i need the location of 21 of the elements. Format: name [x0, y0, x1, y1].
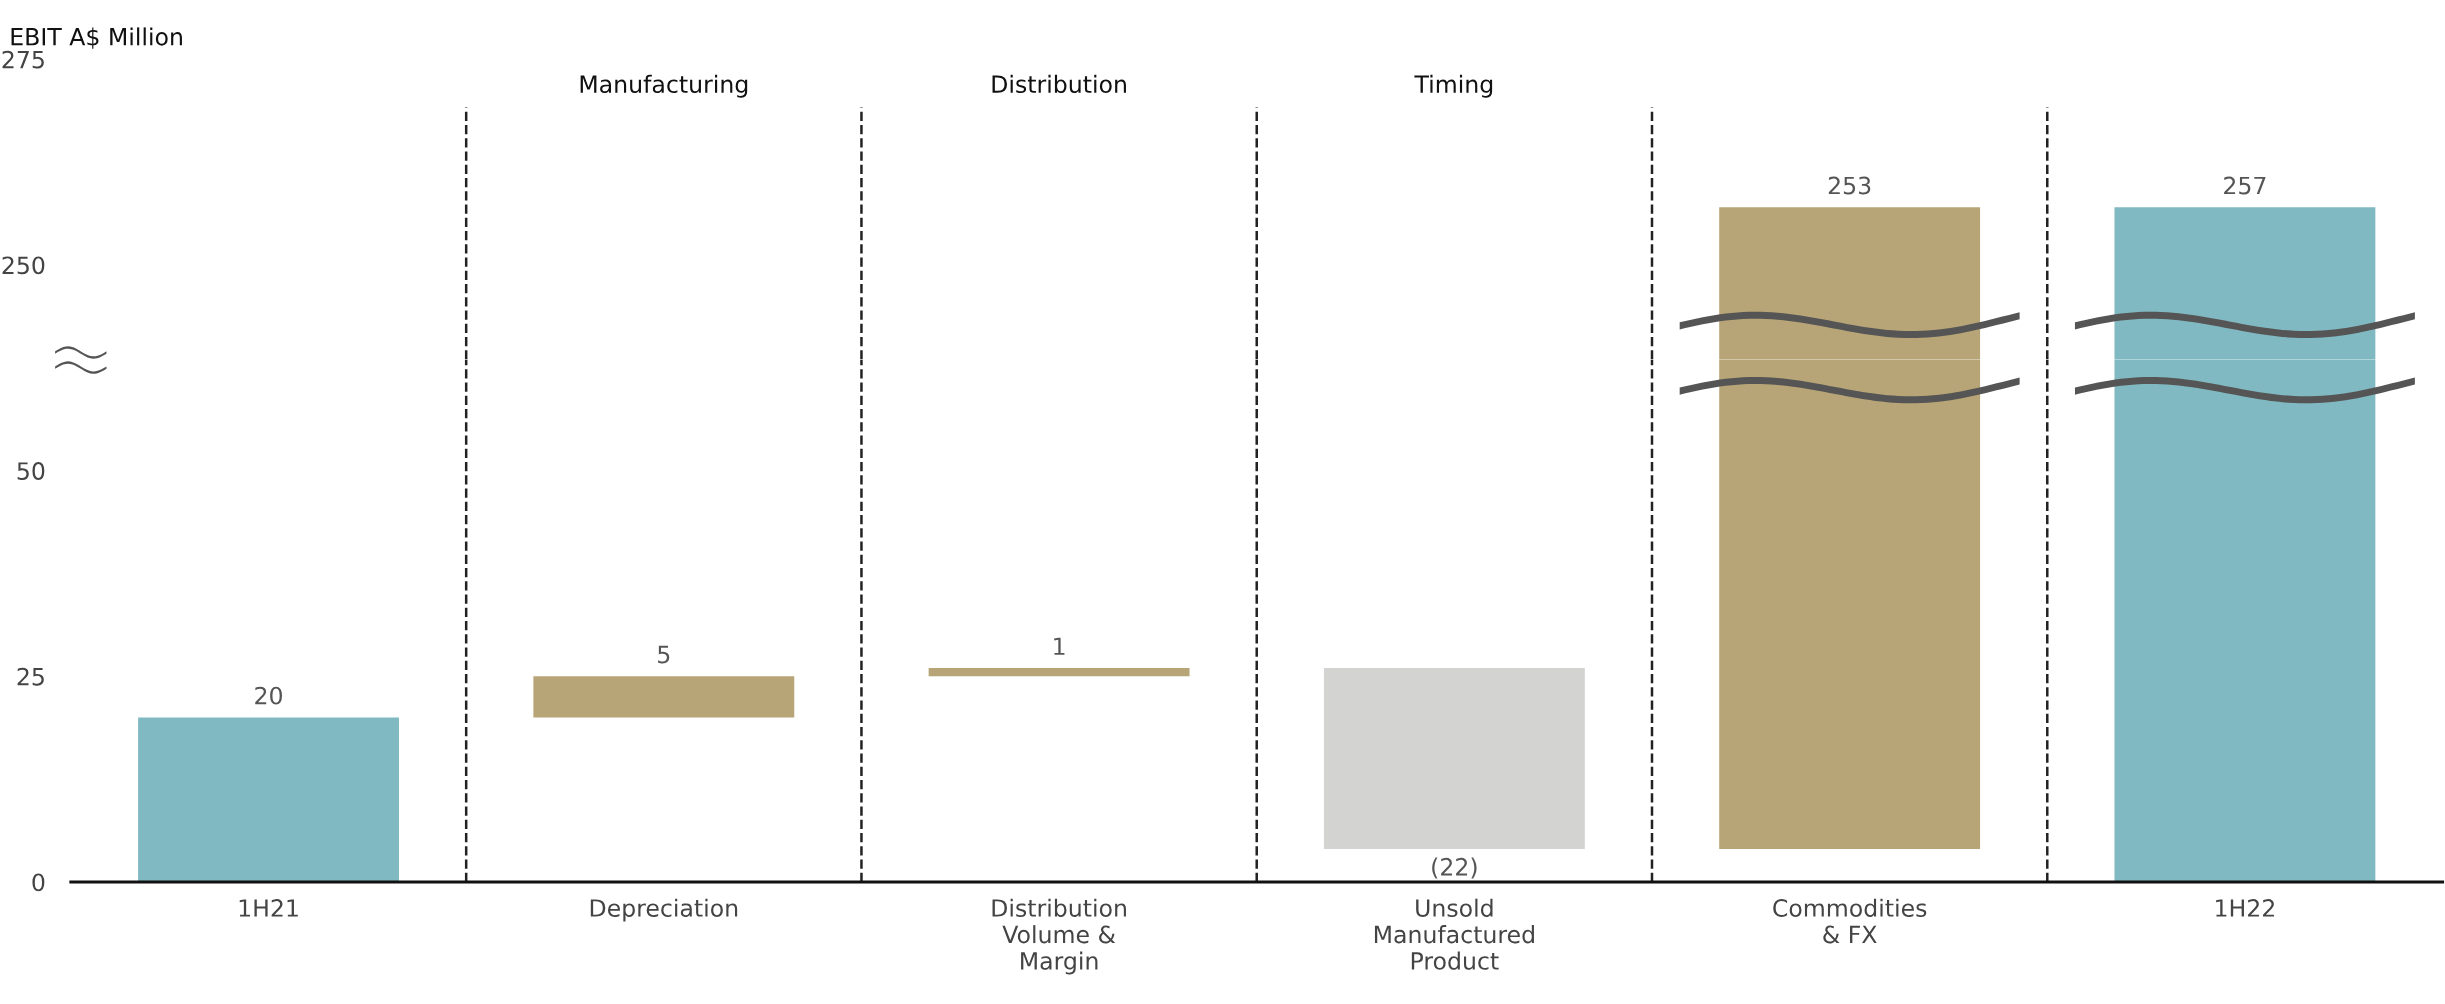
annotation: Distribution	[992, 74, 1126, 94]
annotation: Timing	[1414, 74, 1493, 98]
x-tick-label: 1H21	[239, 899, 298, 917]
x-tick-label: Commodities & FX	[1773, 898, 1927, 944]
data-label: 253	[1828, 176, 1871, 195]
y-tick-label: 0	[32, 873, 45, 892]
data-label: 257	[2224, 176, 2266, 195]
x-tick-label: Distribution Volume & Margin	[992, 898, 1126, 975]
y-axis-title: EBIT A$ Million	[11, 27, 182, 49]
x-tick-label: 1H22	[2216, 899, 2274, 917]
y-tick-label: 275	[2, 50, 44, 69]
x-tick-label: Depreciation	[590, 898, 738, 922]
x-tick-label: Unsold Manufactured Product	[1374, 898, 1534, 970]
y-tick-label: 50	[17, 462, 45, 480]
data-label: 20	[255, 686, 282, 705]
y-tick-label: 250	[2, 256, 45, 275]
y-tick-label: 25	[17, 667, 44, 686]
data-label: 1	[1054, 637, 1065, 655]
data-label: (22)	[1432, 857, 1477, 879]
data-label: 5	[658, 645, 670, 664]
annotation: Manufacturing	[580, 74, 748, 98]
